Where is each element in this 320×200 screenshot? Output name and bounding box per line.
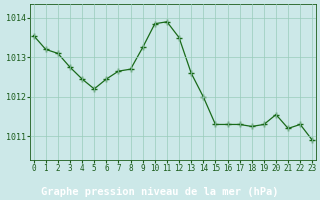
Text: Graphe pression niveau de la mer (hPa): Graphe pression niveau de la mer (hPa) [41, 187, 279, 197]
